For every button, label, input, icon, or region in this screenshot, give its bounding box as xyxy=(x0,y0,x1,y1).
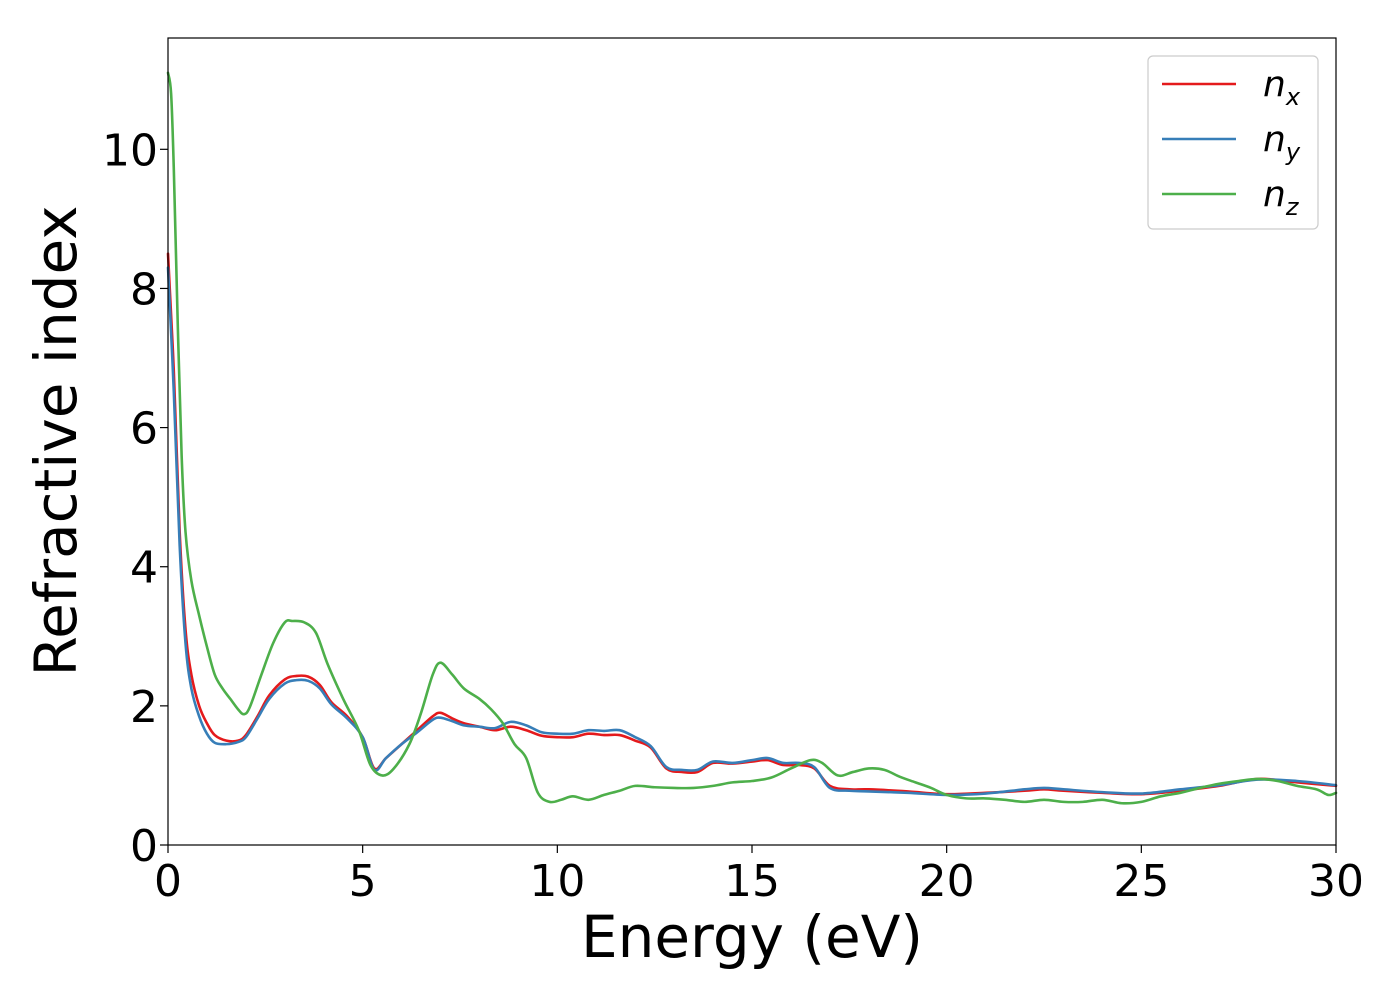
x-tick-label: 30 xyxy=(1308,856,1364,907)
x-tick-label: 0 xyxy=(154,856,182,907)
y-tick-label: 2 xyxy=(130,682,158,733)
x-tick-label: 15 xyxy=(724,856,780,907)
series-line-z xyxy=(166,71,1338,805)
legend: nx ny nz xyxy=(1147,55,1319,230)
y-axis-label: Refractive index xyxy=(22,205,90,676)
x-axis-label: Energy (eV) xyxy=(581,903,923,971)
x-tick-label: 20 xyxy=(919,856,975,907)
y-tick-label: 6 xyxy=(130,404,158,455)
x-tick-label: 25 xyxy=(1113,856,1169,907)
x-tick-label: 10 xyxy=(529,856,585,907)
y-tick-label: 10 xyxy=(102,125,158,176)
y-axis-ticks: 0 2 4 6 8 10 xyxy=(102,125,168,872)
y-tick-label: 8 xyxy=(130,264,158,315)
plot-background xyxy=(168,38,1336,845)
legend-box xyxy=(1147,55,1319,230)
x-axis-ticks: 0 5 10 15 20 25 30 xyxy=(154,845,1364,907)
series-layer xyxy=(166,71,1338,805)
y-tick-label: 0 xyxy=(130,821,158,872)
y-tick-label: 4 xyxy=(130,543,158,594)
x-tick-label: 5 xyxy=(349,856,377,907)
legend-label-y: ny xyxy=(1263,119,1301,166)
legend-label-x: nx xyxy=(1263,64,1301,111)
legend-label-z: nz xyxy=(1263,174,1300,221)
